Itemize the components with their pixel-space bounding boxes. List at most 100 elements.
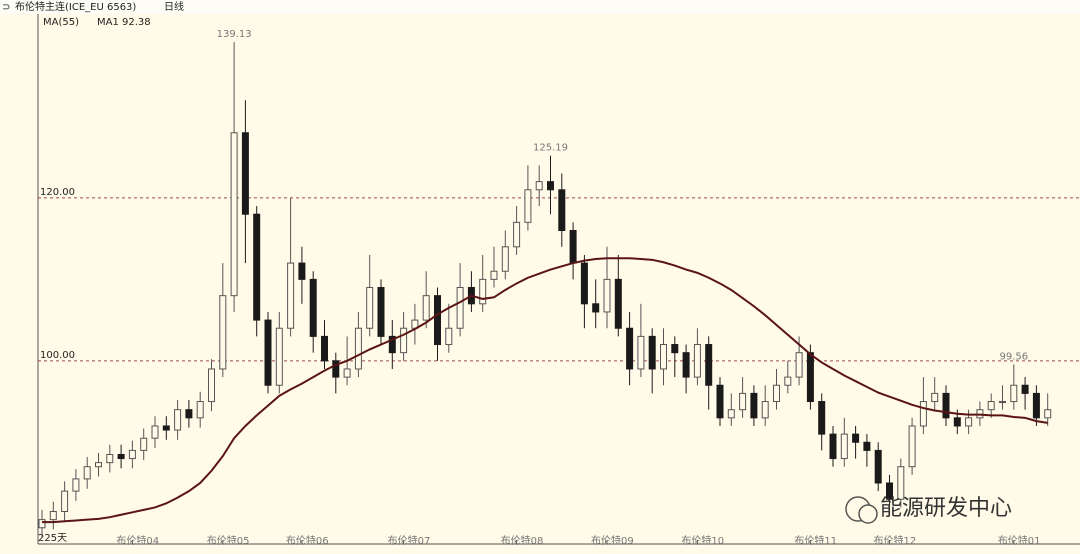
candle-body: [648, 335, 656, 370]
candle-body: [874, 449, 882, 484]
candle-body: [117, 453, 125, 460]
candle-body: [422, 295, 430, 321]
candle-body: [660, 344, 667, 370]
candle-body: [863, 441, 871, 451]
candle-body: [287, 262, 295, 329]
candle-body: [61, 490, 69, 512]
candle-body: [535, 181, 543, 191]
candle-body: [637, 335, 645, 370]
menu-icon: ⊃: [2, 2, 10, 13]
candle-body: [671, 344, 679, 354]
candle-body: [343, 368, 351, 378]
candle-body: [264, 319, 272, 386]
candle-body: [806, 352, 814, 403]
candle-body: [106, 453, 114, 464]
candle-body: [388, 335, 396, 354]
candle-body: [230, 132, 238, 297]
x-tick-label: 布伦特08: [501, 534, 544, 547]
candle-body: [784, 376, 792, 386]
candle-body: [942, 392, 950, 419]
candle-body: [208, 368, 215, 403]
x-tick-label: 布伦特04: [116, 534, 159, 547]
candle-body: [275, 327, 283, 386]
candle-body: [840, 433, 848, 460]
x-tick-label: 布伦特09: [591, 534, 634, 547]
candle-body: [377, 287, 385, 337]
watermark: 能源研发中心: [845, 496, 1012, 524]
candle-body: [72, 478, 80, 492]
candle-body: [705, 344, 713, 386]
candle-body: [773, 384, 780, 403]
candle-body: [897, 466, 905, 500]
candle-body: [524, 189, 532, 223]
ma-line: [42, 257, 1048, 524]
x-tick-label: 布伦特06: [286, 534, 329, 547]
candle-body: [321, 335, 328, 362]
candle-body: [693, 344, 701, 378]
candle-body: [445, 327, 453, 346]
y-tick-label: 120.00: [40, 187, 75, 198]
x-tick-label: 布伦特11: [794, 534, 837, 547]
x-tick-label: 布伦特05: [207, 534, 250, 547]
candle-body: [727, 409, 735, 419]
x-tick-label: 布伦特12: [874, 534, 917, 547]
candle-body: [490, 270, 498, 280]
x-tick-label: 布伦特10: [681, 534, 724, 547]
candle-body: [434, 295, 441, 346]
candle-body: [965, 417, 973, 427]
candle-body: [626, 327, 634, 370]
y-tick-label: 100.00: [40, 350, 75, 361]
candle-body: [253, 213, 261, 321]
candle-body: [829, 433, 837, 460]
candle-body: [162, 425, 170, 431]
ma-label: MA1 92.38: [97, 17, 151, 28]
candle-body: [953, 417, 961, 427]
candle-body: [592, 303, 600, 313]
x-tick-label: 布伦特07: [388, 534, 431, 547]
candle-body: [241, 132, 249, 215]
candle-body: [366, 287, 374, 329]
candle-body: [501, 246, 509, 272]
high-label: 139.13: [217, 29, 252, 40]
days-label: 225天: [38, 533, 67, 544]
candle-body: [513, 221, 521, 248]
title-bar: [0, 0, 1080, 14]
high-label: 125.19: [533, 143, 568, 154]
candle-body: [558, 189, 566, 232]
candle-body: [309, 278, 317, 337]
candle-body: [603, 278, 611, 313]
candle-body: [128, 449, 136, 460]
x-tick-label: 布伦特01: [998, 534, 1041, 547]
candle-body: [547, 181, 554, 191]
candle-body: [580, 262, 588, 305]
candle-body: [1032, 392, 1040, 419]
candle-body: [185, 409, 193, 419]
candle-body: [456, 287, 464, 329]
watermark-text: 能源研发中心: [880, 496, 1012, 521]
candle-body: [332, 360, 340, 378]
candle-body: [151, 425, 159, 439]
chart-title: 布伦特主连(ICE_EU 6563): [15, 0, 136, 13]
candle-body: [739, 392, 747, 411]
candle-body: [1010, 384, 1018, 403]
candle-body: [354, 327, 362, 370]
candle-body: [298, 262, 306, 280]
candle-body: [219, 295, 227, 370]
candle-body: [987, 401, 995, 411]
candle-body: [140, 437, 148, 451]
candle-body: [852, 433, 860, 443]
candle-body: [716, 384, 724, 419]
candle-body: [682, 352, 690, 378]
period[interactable]: 日线: [164, 0, 184, 13]
candle-body: [818, 401, 826, 435]
candle-body: [999, 401, 1006, 404]
candle-body: [1021, 384, 1029, 394]
candle-body: [1044, 409, 1052, 419]
candle-body: [400, 327, 408, 354]
high-label: 99.56: [999, 351, 1028, 362]
indicator[interactable]: MA(55): [43, 17, 79, 28]
candle-body: [908, 425, 916, 468]
candle-body: [886, 482, 893, 500]
